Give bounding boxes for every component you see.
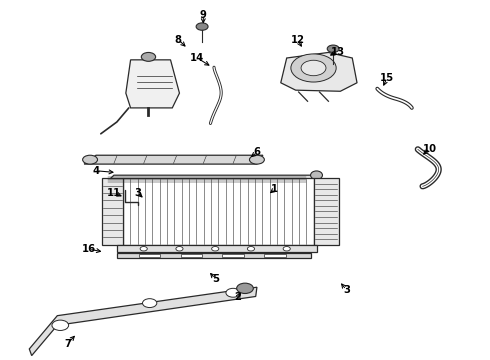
Text: 12: 12 xyxy=(291,35,304,45)
Text: 15: 15 xyxy=(380,73,394,83)
Bar xyxy=(264,253,286,257)
Text: 16: 16 xyxy=(82,244,96,254)
Circle shape xyxy=(291,54,336,82)
Polygon shape xyxy=(29,287,257,356)
Polygon shape xyxy=(281,53,357,91)
Text: 2: 2 xyxy=(234,292,241,302)
Bar xyxy=(181,253,202,257)
Circle shape xyxy=(212,247,219,251)
Circle shape xyxy=(327,45,339,53)
Circle shape xyxy=(247,247,254,251)
Circle shape xyxy=(237,283,253,293)
Text: 5: 5 xyxy=(212,274,219,284)
Bar xyxy=(314,178,339,245)
Circle shape xyxy=(226,288,240,297)
Polygon shape xyxy=(117,253,311,258)
Circle shape xyxy=(52,320,69,330)
Text: 4: 4 xyxy=(93,166,99,176)
Text: 8: 8 xyxy=(175,35,182,45)
Polygon shape xyxy=(126,60,179,108)
Text: 3: 3 xyxy=(343,285,350,295)
Text: 11: 11 xyxy=(107,188,121,198)
Text: 6: 6 xyxy=(253,147,260,157)
Bar xyxy=(123,178,314,245)
Circle shape xyxy=(143,299,157,307)
Text: 13: 13 xyxy=(330,47,344,57)
Bar xyxy=(102,178,123,245)
Text: 7: 7 xyxy=(64,339,71,349)
Circle shape xyxy=(140,247,147,251)
Ellipse shape xyxy=(249,155,265,164)
Polygon shape xyxy=(84,155,263,164)
Circle shape xyxy=(176,247,183,251)
Polygon shape xyxy=(117,246,317,252)
Ellipse shape xyxy=(311,171,322,179)
Text: 10: 10 xyxy=(423,144,437,154)
Circle shape xyxy=(301,60,326,76)
Polygon shape xyxy=(105,175,317,184)
Text: 14: 14 xyxy=(190,53,204,63)
Text: 3: 3 xyxy=(134,188,141,198)
Text: 1: 1 xyxy=(271,184,278,194)
Circle shape xyxy=(196,23,208,30)
Bar xyxy=(222,253,244,257)
Circle shape xyxy=(141,53,156,61)
Ellipse shape xyxy=(83,155,98,164)
Circle shape xyxy=(283,247,290,251)
Bar xyxy=(139,253,160,257)
Text: 9: 9 xyxy=(200,10,207,20)
